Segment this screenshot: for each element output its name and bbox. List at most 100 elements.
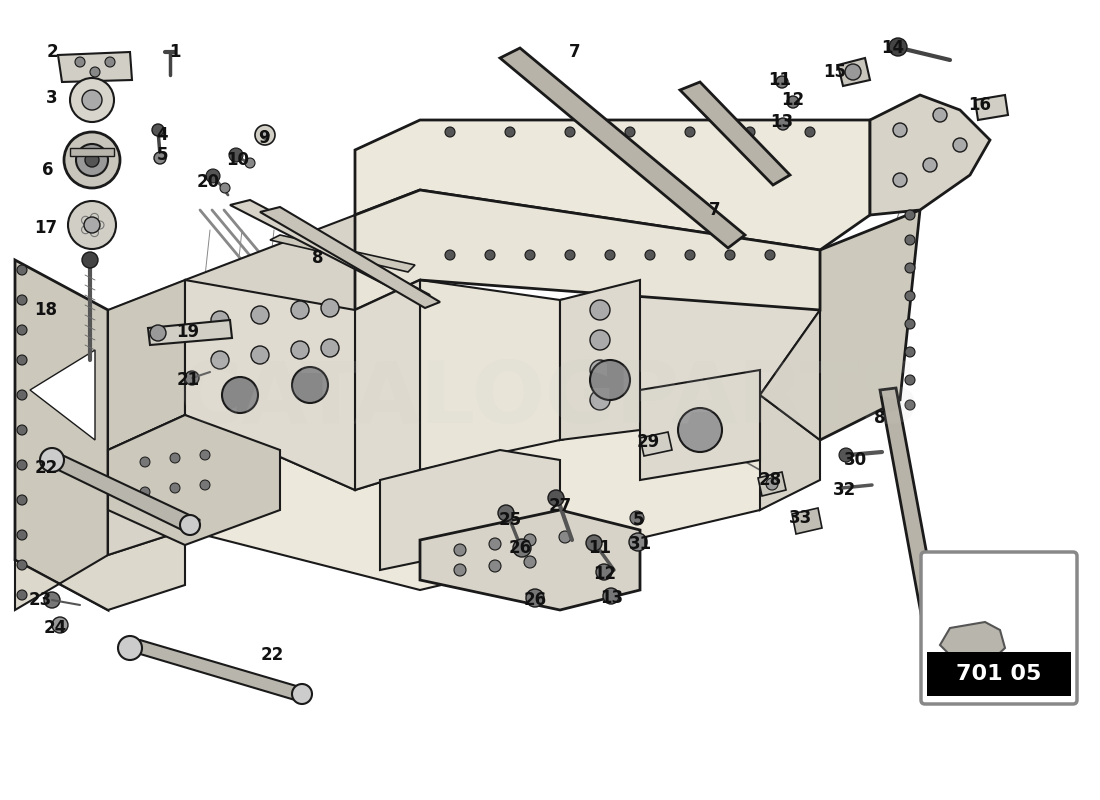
Text: 21: 21 <box>176 371 199 389</box>
Text: 17: 17 <box>34 219 57 237</box>
Polygon shape <box>30 350 95 440</box>
Polygon shape <box>355 120 870 250</box>
Circle shape <box>525 250 535 260</box>
Circle shape <box>685 250 695 260</box>
Text: 7: 7 <box>710 201 720 219</box>
Text: 14: 14 <box>881 39 904 57</box>
Polygon shape <box>148 320 232 345</box>
Text: 11: 11 <box>588 539 612 557</box>
Circle shape <box>251 346 270 364</box>
Circle shape <box>905 375 915 385</box>
Text: 1: 1 <box>169 43 180 61</box>
Polygon shape <box>120 640 310 700</box>
Circle shape <box>777 118 789 130</box>
Circle shape <box>16 590 28 600</box>
Circle shape <box>16 530 28 540</box>
Circle shape <box>905 210 915 220</box>
Polygon shape <box>260 207 440 308</box>
Circle shape <box>905 347 915 357</box>
Circle shape <box>140 457 150 467</box>
Circle shape <box>805 127 815 137</box>
Circle shape <box>222 377 258 413</box>
Circle shape <box>839 448 853 462</box>
Circle shape <box>16 425 28 435</box>
Polygon shape <box>420 510 640 610</box>
Text: 26: 26 <box>508 539 531 557</box>
Circle shape <box>150 325 166 341</box>
Circle shape <box>629 533 647 551</box>
Text: 27: 27 <box>549 497 572 515</box>
Polygon shape <box>185 395 820 590</box>
Circle shape <box>776 76 788 88</box>
Circle shape <box>786 96 799 108</box>
Circle shape <box>905 235 915 245</box>
Circle shape <box>16 295 28 305</box>
Circle shape <box>220 183 230 193</box>
Polygon shape <box>760 310 820 440</box>
Text: 19: 19 <box>176 323 199 341</box>
Polygon shape <box>185 215 420 490</box>
Polygon shape <box>500 48 745 248</box>
Text: 8: 8 <box>312 249 323 267</box>
Circle shape <box>905 400 915 410</box>
Circle shape <box>16 390 28 400</box>
Circle shape <box>933 108 947 122</box>
Circle shape <box>603 588 619 604</box>
Circle shape <box>16 265 28 275</box>
Circle shape <box>16 325 28 335</box>
Text: 31: 31 <box>628 535 651 553</box>
Circle shape <box>905 263 915 273</box>
Circle shape <box>52 617 68 633</box>
Circle shape <box>498 505 514 521</box>
Circle shape <box>559 531 571 543</box>
Circle shape <box>590 360 610 380</box>
Text: 16: 16 <box>968 96 991 114</box>
Polygon shape <box>230 200 430 300</box>
Circle shape <box>685 127 695 137</box>
Circle shape <box>524 556 536 568</box>
Bar <box>70 148 114 156</box>
Circle shape <box>923 158 937 172</box>
Circle shape <box>725 250 735 260</box>
Circle shape <box>211 311 229 329</box>
Circle shape <box>64 132 120 188</box>
Bar <box>927 652 1071 696</box>
Circle shape <box>118 636 142 660</box>
Polygon shape <box>760 395 820 510</box>
Text: 29: 29 <box>637 433 660 451</box>
Text: 10: 10 <box>227 151 250 169</box>
Text: 24: 24 <box>43 619 67 637</box>
Circle shape <box>630 511 644 525</box>
Circle shape <box>625 127 635 137</box>
Circle shape <box>70 78 114 122</box>
Text: 33: 33 <box>789 509 812 527</box>
Text: 23: 23 <box>29 591 52 609</box>
Polygon shape <box>420 280 760 470</box>
Text: 2: 2 <box>46 43 58 61</box>
Text: 701 05: 701 05 <box>956 664 1042 684</box>
Circle shape <box>446 127 455 137</box>
Text: 7: 7 <box>569 43 581 61</box>
Circle shape <box>229 148 243 162</box>
Polygon shape <box>15 530 185 610</box>
Circle shape <box>75 57 85 67</box>
Polygon shape <box>975 95 1008 120</box>
Circle shape <box>321 299 339 317</box>
Circle shape <box>255 125 275 145</box>
Text: 8: 8 <box>874 409 886 427</box>
Circle shape <box>82 90 102 110</box>
Circle shape <box>678 408 722 452</box>
Circle shape <box>586 535 602 551</box>
Text: 3: 3 <box>46 89 58 107</box>
Polygon shape <box>760 210 920 440</box>
Text: 13: 13 <box>601 589 624 607</box>
Circle shape <box>16 355 28 365</box>
Circle shape <box>905 319 915 329</box>
Circle shape <box>292 367 328 403</box>
Circle shape <box>185 371 199 385</box>
Circle shape <box>84 217 100 233</box>
Circle shape <box>200 480 210 490</box>
Polygon shape <box>379 450 560 570</box>
Polygon shape <box>108 280 185 450</box>
Polygon shape <box>42 455 200 530</box>
